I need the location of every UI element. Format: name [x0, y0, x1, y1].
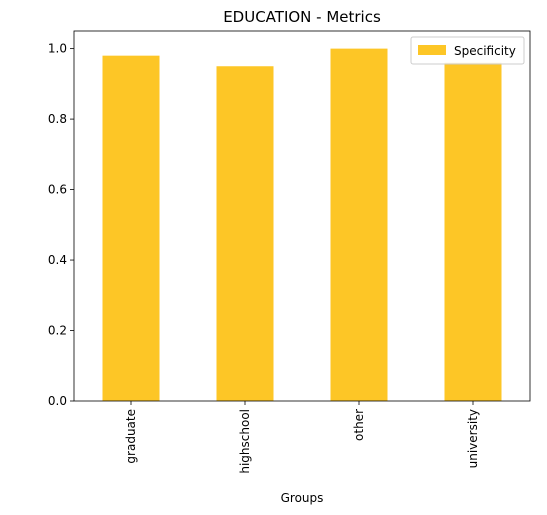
y-tick-label: 0.4: [48, 253, 67, 267]
y-tick-label: 1.0: [48, 42, 67, 56]
bar-university: [444, 62, 502, 401]
x-axis: graduate highschool other university: [124, 401, 480, 474]
y-tick-label: 0.0: [48, 394, 67, 408]
bar-highschool: [216, 66, 274, 401]
legend-swatch: [418, 45, 446, 55]
y-tick-label: 0.8: [48, 112, 67, 126]
plot-frame: [73, 30, 531, 402]
x-tick-label-university: university: [466, 409, 480, 468]
x-tick-label-highschool: highschool: [238, 409, 252, 474]
x-tick-label-graduate: graduate: [124, 409, 138, 464]
bar-other: [330, 48, 388, 401]
legend-box: [410, 36, 525, 65]
y-tick-label: 0.6: [48, 183, 67, 197]
y-axis: 0.0 0.2 0.4 0.6 0.8 1.0: [48, 42, 74, 408]
bar-graduate: [102, 55, 160, 402]
bars-group: [102, 48, 502, 402]
legend-label-specificity: Specificity: [454, 44, 516, 58]
x-axis-label: Groups: [281, 491, 324, 505]
y-tick-label: 0.2: [48, 324, 67, 338]
legend: Specificity: [410, 36, 525, 65]
chart-title: EDUCATION - Metrics: [223, 8, 381, 26]
x-tick-label-other: other: [352, 409, 366, 441]
